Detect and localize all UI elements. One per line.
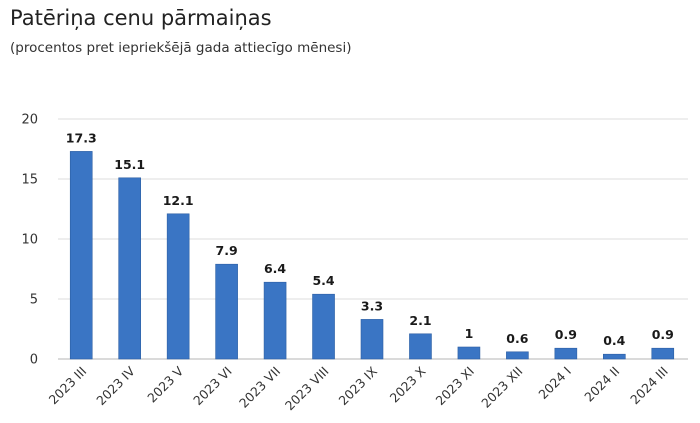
data-label: 17.3	[66, 130, 97, 145]
data-label: 6.4	[264, 261, 286, 276]
bar	[118, 177, 141, 360]
x-tick-label: 2023 IV	[93, 363, 138, 408]
bar	[409, 333, 432, 360]
bar	[215, 263, 238, 360]
bar	[69, 151, 93, 360]
y-tick-label: 5	[30, 293, 38, 308]
x-tick-label: 2024 II	[581, 364, 622, 405]
y-tick-label: 20	[21, 113, 38, 128]
x-tick-label: 2023 VII	[236, 364, 283, 411]
x-tick-label: 2024 I	[535, 364, 574, 403]
y-tick-label: 10	[21, 233, 38, 248]
y-tick-label: 15	[21, 173, 38, 188]
bar	[312, 293, 335, 360]
data-label: 2.1	[409, 313, 431, 328]
bar	[603, 353, 626, 360]
bar	[651, 347, 675, 360]
data-label: 15.1	[114, 157, 145, 172]
bar	[554, 347, 578, 360]
data-label: 0.4	[603, 333, 625, 348]
data-label: 0.9	[555, 327, 577, 342]
bar	[506, 351, 529, 360]
data-label: 0.9	[652, 327, 674, 342]
x-tick-label: 2023 X	[387, 363, 429, 405]
chart-subtitle: (procentos pret iepriekšējā gada attiecī…	[10, 40, 352, 56]
chart-title: Patēriņa cenu pārmaiņas	[10, 6, 272, 30]
data-label: 7.9	[216, 243, 238, 258]
x-tick-label: 2023 III	[46, 364, 90, 408]
data-label: 12.1	[163, 193, 194, 208]
x-tick-label: 2023 VI	[190, 364, 235, 409]
bar	[263, 281, 287, 360]
y-tick-label: 0	[30, 353, 38, 368]
data-label: 3.3	[361, 298, 383, 313]
x-tick-label: 2024 III	[627, 364, 671, 408]
data-label: 5.4	[312, 273, 334, 288]
x-tick-label: 2023 V	[144, 363, 186, 405]
x-tick-label: 2023 XII	[478, 364, 525, 411]
x-tick-label: 2023 XI	[432, 364, 477, 409]
bar	[166, 213, 190, 360]
data-label: 1	[465, 326, 474, 341]
bar	[457, 346, 481, 360]
bar	[360, 319, 384, 360]
x-tick-label: 2023 VIII	[282, 364, 332, 414]
data-label: 0.6	[506, 331, 528, 346]
x-tick-label: 2023 IX	[336, 363, 381, 408]
